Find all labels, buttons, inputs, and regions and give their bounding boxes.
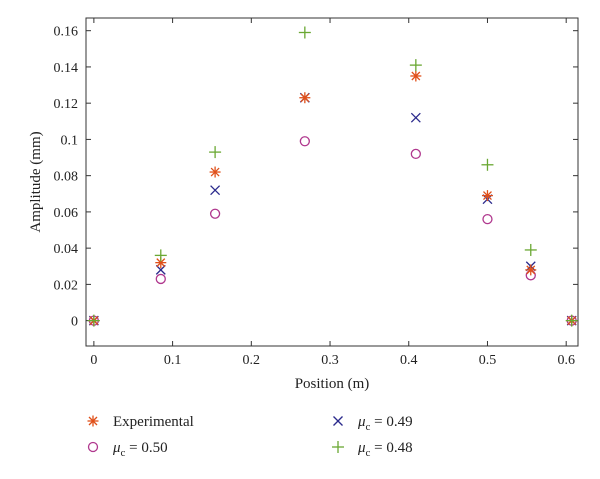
y-tick-label: 0.1	[61, 133, 79, 148]
legend-symbol: μ	[357, 414, 366, 430]
y-tick-label: 0.08	[54, 170, 79, 185]
x-tick-label: 0.2	[243, 353, 261, 368]
data-point-circle	[410, 148, 421, 160]
data-point-plus	[481, 158, 494, 171]
data-point-asterisk	[525, 264, 537, 276]
legend-marker-plus	[332, 441, 344, 453]
data-point-x	[210, 185, 221, 196]
data-point-x	[155, 264, 166, 275]
legend-marker-x	[333, 416, 343, 426]
legend-label: μc = 0.50	[112, 440, 168, 459]
data-point-asterisk	[209, 166, 221, 178]
y-tick-label: 0.02	[54, 278, 79, 293]
legend-value: = 0.49	[370, 414, 412, 430]
x-tick-label: 0.5	[479, 353, 497, 368]
data-point-plus	[298, 26, 311, 39]
data-point-x	[410, 112, 421, 123]
legend-subscript: c	[366, 447, 371, 459]
legend-label: Experimental	[113, 414, 194, 430]
y-tick-label: 0.12	[54, 97, 79, 112]
x-tick-label: 0.3	[321, 353, 339, 368]
legend-label: μc = 0.48	[357, 440, 413, 459]
data-point-plus	[87, 314, 100, 327]
x-tick-label: 0.6	[557, 353, 575, 368]
legend-marker-asterisk	[87, 415, 99, 427]
data-point-plus	[154, 249, 167, 262]
data-point-circle	[209, 208, 221, 219]
y-tick-label: 0.16	[54, 25, 79, 40]
legend-marker-circle	[87, 441, 99, 453]
data-point-plus	[209, 146, 222, 159]
data-points	[87, 26, 578, 327]
data-point-asterisk	[155, 257, 167, 269]
data-point-plus	[524, 243, 537, 256]
y-axis: 0 0.02 0.04 0.06 0.08 0.1 0.12 0.14 0.16	[54, 25, 578, 330]
x-tick-label: 0.1	[164, 353, 182, 368]
x-tick-label: 0.4	[400, 353, 418, 368]
y-tick-label: 0.04	[54, 242, 79, 257]
y-tick-label: 0	[71, 315, 78, 330]
legend-value: = 0.48	[370, 440, 412, 456]
x-axis-title: Position (m)	[295, 376, 370, 392]
data-point-circle	[299, 136, 310, 147]
data-point-circle	[482, 213, 493, 225]
plot-frame	[85, 17, 579, 347]
y-axis-title: Amplitude (mm)	[28, 131, 44, 232]
x-axis: 0 0.1 0.2 0.3 0.4 0.5 0.6	[90, 18, 575, 368]
legend-symbol: μ	[357, 440, 366, 456]
x-tick-label: 0	[90, 353, 97, 368]
data-point-circle	[155, 273, 166, 285]
y-tick-label: 0.06	[54, 206, 79, 221]
legend-subscript: c	[366, 421, 371, 433]
data-point-plus	[565, 314, 578, 327]
data-point-asterisk	[410, 70, 422, 82]
legend-symbol: μ	[112, 440, 121, 456]
legend-subscript: c	[121, 447, 126, 459]
legend-label: μc = 0.49	[357, 414, 413, 433]
data-point-asterisk	[299, 92, 311, 104]
y-tick-label: 0.14	[54, 61, 79, 76]
data-point-asterisk	[481, 190, 493, 202]
data-point-plus	[409, 59, 422, 72]
legend-value: = 0.50	[125, 440, 167, 456]
